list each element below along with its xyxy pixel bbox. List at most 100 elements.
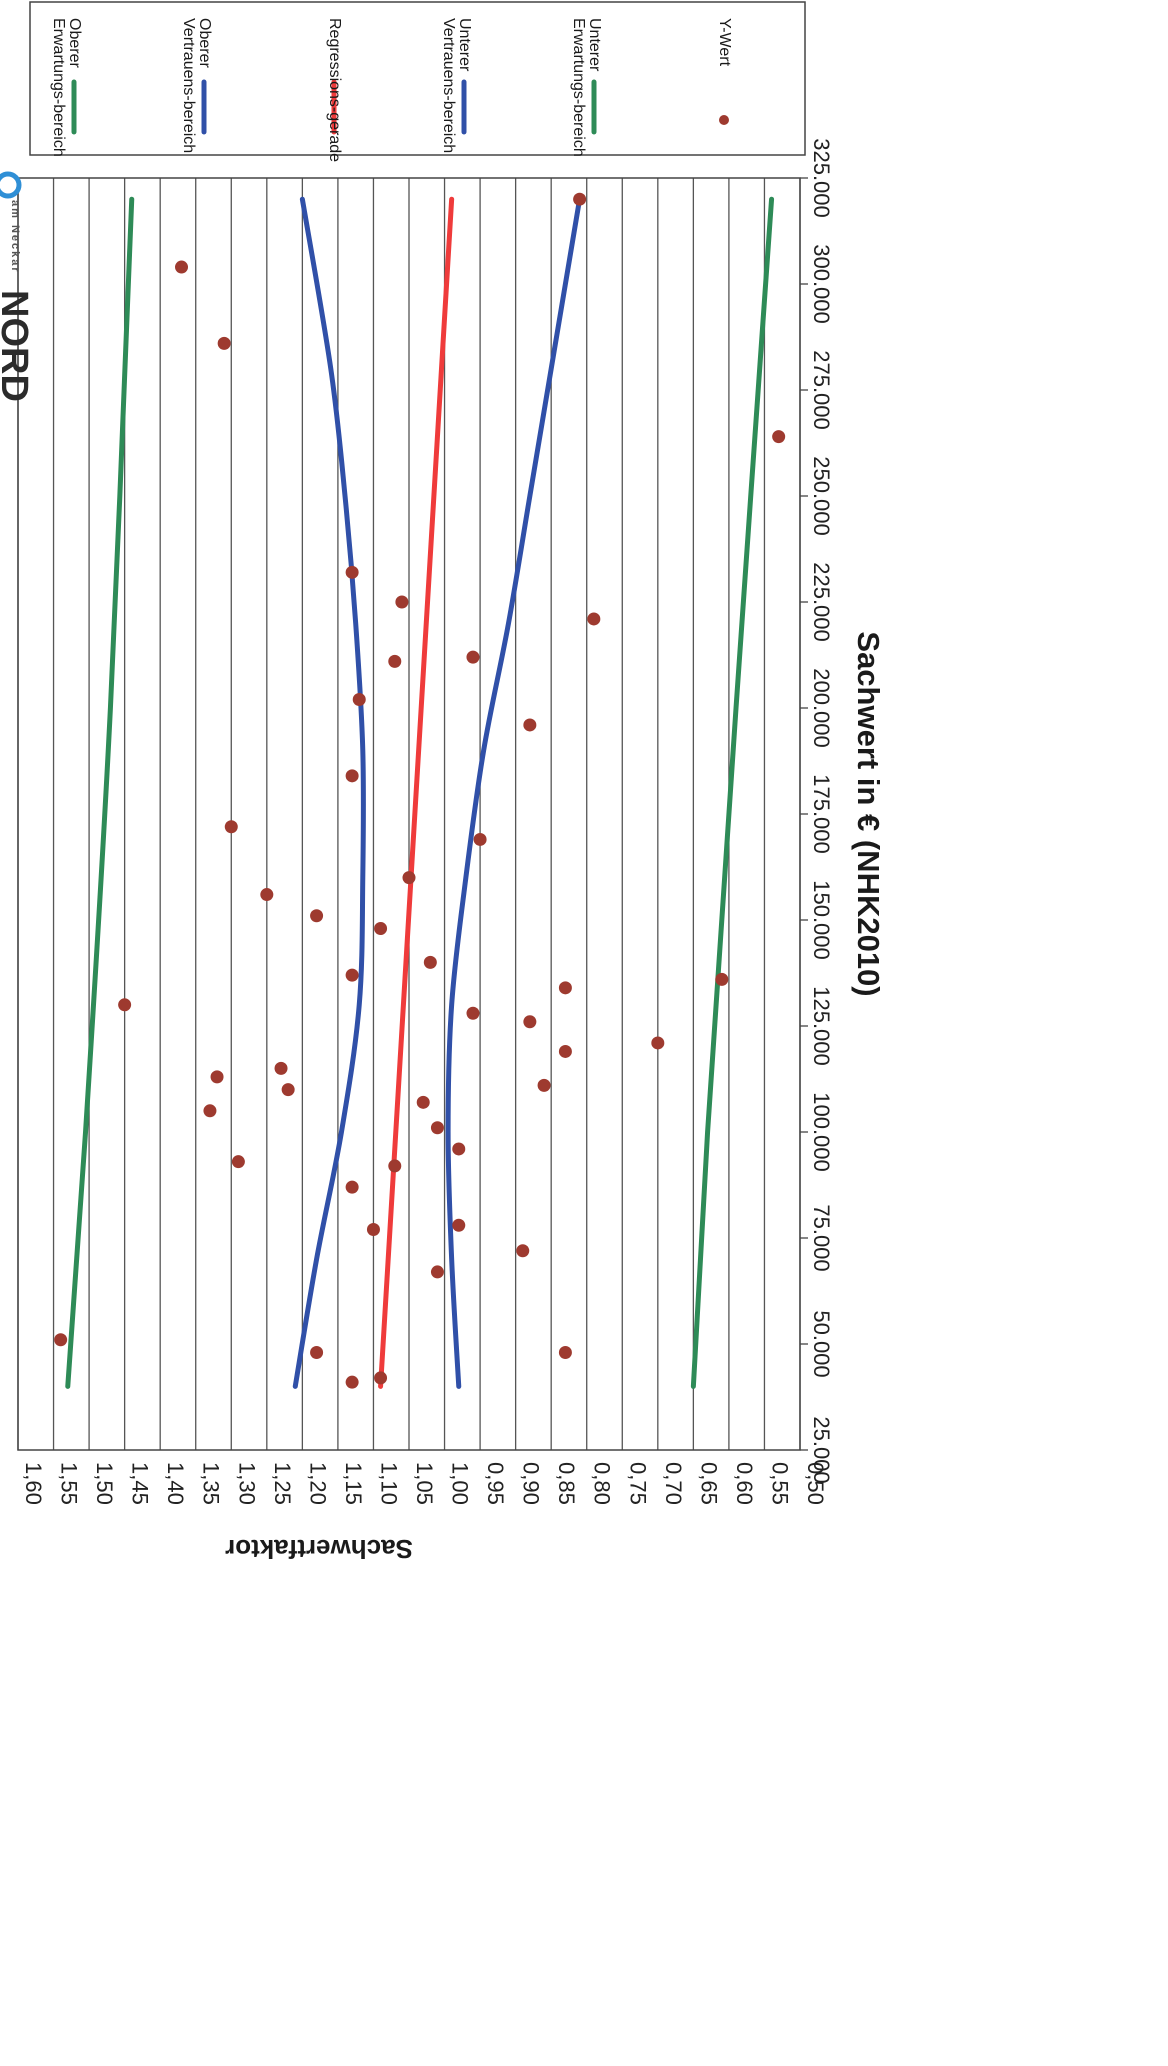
y-tick-label: 1,25: [270, 1462, 295, 1505]
y-tick-label: 0,80: [590, 1462, 615, 1505]
x-axis-title: Sachwert in € (NHK2010): [851, 631, 886, 996]
y-tick-label: 0,55: [767, 1462, 792, 1505]
legend: ObererErwartungs-bereich ObererVertrauens…: [29, 1, 806, 162]
series-line-2: [378, 196, 455, 1389]
data-point: [402, 871, 416, 885]
data-point: [374, 1371, 388, 1385]
x-tick-label: 50.000: [809, 1310, 834, 1377]
y-tick-label: 0,65: [696, 1462, 721, 1505]
y-tick-label: 1,60: [21, 1462, 46, 1505]
x-tick-label: 100.000: [809, 1092, 834, 1172]
data-point: [118, 998, 132, 1012]
legend-label-line: Erwartungs-bereich: [570, 18, 587, 157]
data-point: [345, 968, 359, 982]
logo-mark-icon: [0, 171, 22, 199]
y-tick-label: 1,50: [92, 1462, 117, 1505]
data-points: [54, 192, 786, 1389]
y-tick-label: 1,35: [199, 1462, 224, 1505]
x-tick-label: 200.000: [809, 668, 834, 748]
data-point: [466, 650, 480, 664]
data-point: [537, 1078, 551, 1092]
legend-label: Regressions-gerade: [326, 18, 343, 162]
y-tick-label: 1,55: [57, 1462, 82, 1505]
legend-label-line: Erwartungs-bereich: [50, 18, 67, 157]
series-lines: [65, 196, 775, 1389]
data-point: [430, 1121, 444, 1135]
data-point: [260, 888, 274, 902]
data-point: [345, 1180, 359, 1194]
x-tick-label: 250.000: [809, 456, 834, 536]
legend-label-line: Unterer: [586, 18, 603, 72]
y-tick-label: 1,10: [376, 1462, 401, 1505]
x-axis-tick-labels: 25.000 50.000 75.000 100.000 125.000 150.000 1…: [809, 138, 834, 1483]
legend-label-line: Oberer: [196, 18, 213, 68]
data-point: [224, 820, 238, 834]
data-point: [281, 1083, 295, 1097]
data-point: [587, 612, 601, 626]
data-point: [516, 1244, 530, 1258]
data-point: [772, 430, 786, 444]
data-point: [473, 832, 487, 846]
legend-label-line: Vertrauens-bereich: [180, 18, 197, 153]
legend-label: ObererErwartungs-bereich: [50, 18, 83, 157]
data-point: [231, 1155, 245, 1169]
data-point: [310, 909, 324, 923]
y-tick-label: 0,50: [803, 1462, 828, 1505]
x-tick-label: 325.000: [809, 138, 834, 218]
data-point: [175, 260, 189, 274]
y-tick-label: 1,20: [305, 1462, 330, 1505]
legend-label-line: Regressions-gerade: [326, 18, 343, 162]
data-point: [651, 1036, 665, 1050]
data-point: [388, 654, 402, 668]
data-point: [54, 1333, 68, 1347]
legend-label: UntererVertrauens-bereich: [440, 18, 473, 153]
y-tick-label: 0,85: [554, 1462, 579, 1505]
logo: NORD am Neckar: [0, 171, 35, 402]
y-tick-label: 1,45: [128, 1462, 153, 1505]
data-point: [274, 1061, 288, 1075]
data-point: [558, 981, 572, 995]
gridlines: [17, 178, 801, 1450]
x-tick-label: 300.000: [809, 244, 834, 324]
data-point: [452, 1142, 466, 1156]
legend-label-line: Y-Wert: [716, 18, 733, 67]
legend-label: ObererVertrauens-bereich: [180, 18, 213, 153]
data-point: [352, 693, 366, 707]
series-line-1: [292, 196, 366, 1389]
y-tick-label: 0,70: [661, 1462, 686, 1505]
x-tick-label: 275.000: [809, 350, 834, 430]
data-point: [345, 1375, 359, 1389]
data-point: [416, 1095, 430, 1109]
data-point: [366, 1223, 380, 1237]
legend-label: UntererErwartungs-bereich: [570, 18, 603, 157]
data-point: [210, 1070, 224, 1084]
y-tick-label: 0,60: [732, 1462, 757, 1505]
logo-text: NORD: [0, 290, 35, 402]
plot-area-border: [17, 177, 808, 1451]
legend-label-line: Unterer: [456, 18, 473, 72]
y-tick-label: 0,90: [519, 1462, 544, 1505]
legend-label: Y-Wert: [716, 18, 733, 67]
x-tick-label: 125.000: [809, 986, 834, 1066]
y-tick-label: 1,40: [163, 1462, 188, 1505]
data-point: [345, 769, 359, 783]
data-point: [523, 718, 537, 732]
data-point: [466, 1006, 480, 1020]
series-line-4: [690, 196, 775, 1389]
data-point: [374, 921, 388, 935]
data-point: [558, 1044, 572, 1058]
series-line-0: [65, 196, 135, 1389]
data-point: [423, 955, 437, 969]
y-tick-label: 0,95: [483, 1462, 508, 1505]
data-point: [558, 1345, 572, 1359]
y-tick-label: 1,05: [412, 1462, 437, 1505]
data-point: [345, 565, 359, 579]
data-point: [452, 1218, 466, 1232]
x-tick-label: 175.000: [809, 774, 834, 854]
data-point: [573, 192, 587, 206]
x-tick-label: 225.000: [809, 562, 834, 642]
data-point: [430, 1265, 444, 1279]
data-point: [715, 972, 729, 986]
x-tick-label: 150.000: [809, 880, 834, 960]
